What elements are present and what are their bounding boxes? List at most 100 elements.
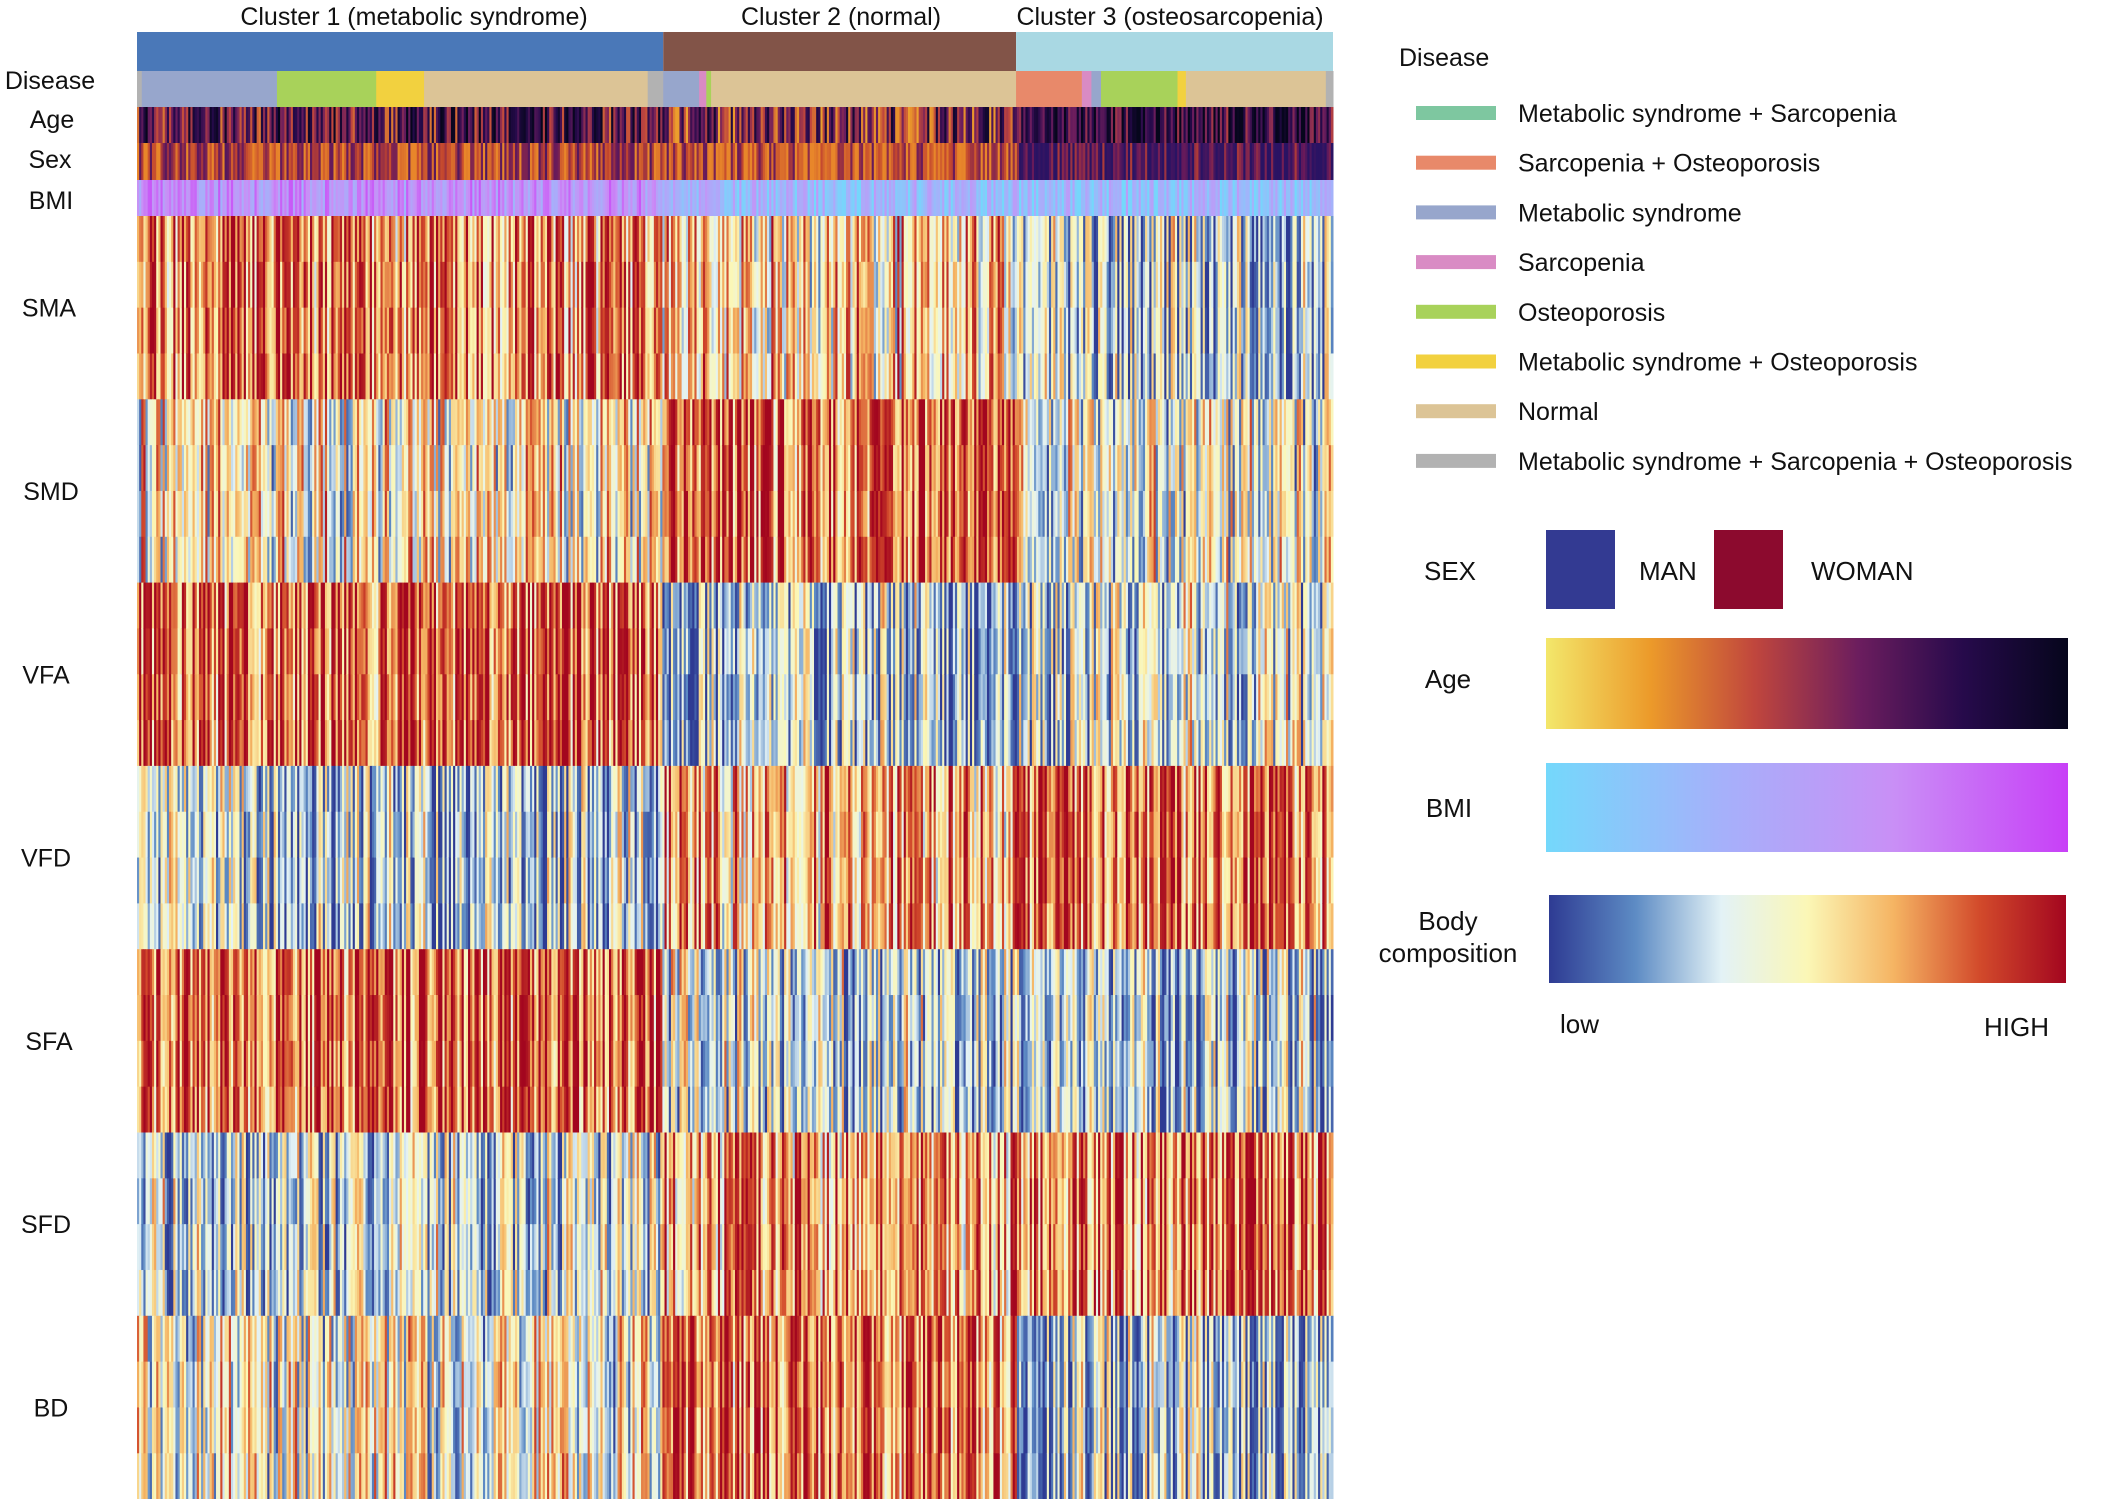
heatmap-cell <box>320 490 324 538</box>
heatmap-cell <box>933 307 937 354</box>
sex-cell <box>621 143 625 180</box>
heatmap-cell <box>406 216 409 263</box>
heatmap-cell <box>190 353 194 400</box>
heatmap-cell <box>937 307 941 354</box>
heatmap-cell <box>596 399 599 446</box>
bmi-cell <box>1104 180 1108 216</box>
heatmap-cell <box>192 490 196 538</box>
sex-cell <box>611 143 614 180</box>
heatmap-cell <box>581 216 584 263</box>
heatmap-cell <box>519 307 522 354</box>
heatmap-cell <box>203 490 206 538</box>
heatmap-cell <box>771 216 774 263</box>
sex-cell <box>886 143 890 180</box>
heatmap-cell <box>848 353 851 400</box>
heatmap-cell <box>645 490 648 538</box>
age-cell <box>826 107 830 143</box>
heatmap-cell <box>395 216 399 263</box>
heatmap-cell <box>1179 216 1182 263</box>
heatmap-cell <box>867 307 871 354</box>
heatmap-cell <box>376 261 379 309</box>
bmi-cell <box>414 180 418 216</box>
heatmap-cell <box>961 261 965 309</box>
heatmap-cell <box>651 490 655 538</box>
heatmap-cell <box>544 399 548 446</box>
heatmap-cell <box>638 216 642 263</box>
heatmap-cell <box>203 261 206 309</box>
heatmap-cell <box>149 261 153 309</box>
heatmap-cell <box>1226 307 1229 354</box>
age-cell <box>739 107 742 143</box>
bmi-cell <box>198 180 202 216</box>
heatmap-cell <box>984 307 988 354</box>
heatmap-cell <box>1010 307 1014 354</box>
heatmap-cell <box>1153 261 1157 309</box>
heatmap-cell <box>837 216 841 263</box>
heatmap-cell <box>846 353 849 400</box>
bmi-cell <box>1268 180 1272 216</box>
heatmap-cell <box>1249 353 1253 400</box>
bmi-cell <box>658 180 661 216</box>
heatmap-cell <box>1104 307 1108 354</box>
heatmap-cell <box>329 216 332 263</box>
heatmap-cell <box>188 307 191 354</box>
age-cell <box>1091 107 1095 143</box>
age-cell <box>468 107 471 143</box>
heatmap-cell <box>371 536 375 584</box>
heatmap-cell <box>465 307 469 354</box>
bmi-cell <box>1008 180 1012 216</box>
heatmap-cell <box>856 307 860 354</box>
bmi-cell <box>720 180 723 216</box>
sex-cell <box>875 143 879 180</box>
heatmap-cell <box>1189 216 1193 263</box>
heatmap-cell <box>414 445 418 492</box>
heatmap-cell <box>288 445 292 492</box>
heatmap-cell <box>724 353 727 400</box>
heatmap-cell <box>1019 353 1022 400</box>
age-cell <box>636 107 640 143</box>
heatmap-cell <box>805 261 809 309</box>
heatmap-cell <box>510 261 514 309</box>
heatmap-cell <box>254 216 258 263</box>
heatmap-cell <box>517 261 520 309</box>
bmi-cell <box>333 180 337 216</box>
heatmap-cell <box>201 536 204 584</box>
age-cell <box>999 107 1003 143</box>
heatmap-cell <box>1080 261 1084 309</box>
heatmap-cell <box>532 353 535 400</box>
sex-cell <box>884 143 888 180</box>
heatmap-cell <box>1247 216 1251 263</box>
heatmap-cell <box>540 353 544 400</box>
age-cell <box>880 107 883 143</box>
age-cell <box>677 107 680 143</box>
age-cell <box>213 107 217 143</box>
heatmap-cell <box>623 261 627 309</box>
bmi-cell <box>290 180 294 216</box>
heatmap-cell <box>705 307 708 354</box>
heatmap-cell <box>1063 216 1067 263</box>
heatmap-cell <box>615 399 619 446</box>
heatmap-cell <box>410 307 414 354</box>
bmi-cell <box>540 180 544 216</box>
heatmap-cell <box>641 353 644 400</box>
heatmap-cell <box>414 261 418 309</box>
heatmap-cell <box>472 445 475 492</box>
heatmap-cell <box>608 353 612 400</box>
heatmap-cell <box>1217 261 1221 309</box>
sex-cell <box>673 143 676 180</box>
heatmap-cell <box>899 261 903 309</box>
heatmap-cell <box>487 261 490 309</box>
bmi-cell <box>1189 180 1193 216</box>
heatmap-cell <box>732 261 736 309</box>
age-cell <box>984 107 988 143</box>
age-cell <box>583 107 586 143</box>
heatmap-cell <box>455 490 458 538</box>
heatmap-cell <box>741 261 745 309</box>
heatmap-cell <box>745 307 749 354</box>
heatmap-cell <box>662 536 666 584</box>
heatmap-cell <box>489 307 493 354</box>
bmi-cell <box>967 180 971 216</box>
age-cell <box>493 107 497 143</box>
heatmap-cell <box>169 399 172 446</box>
heatmap-cell <box>1320 261 1323 309</box>
